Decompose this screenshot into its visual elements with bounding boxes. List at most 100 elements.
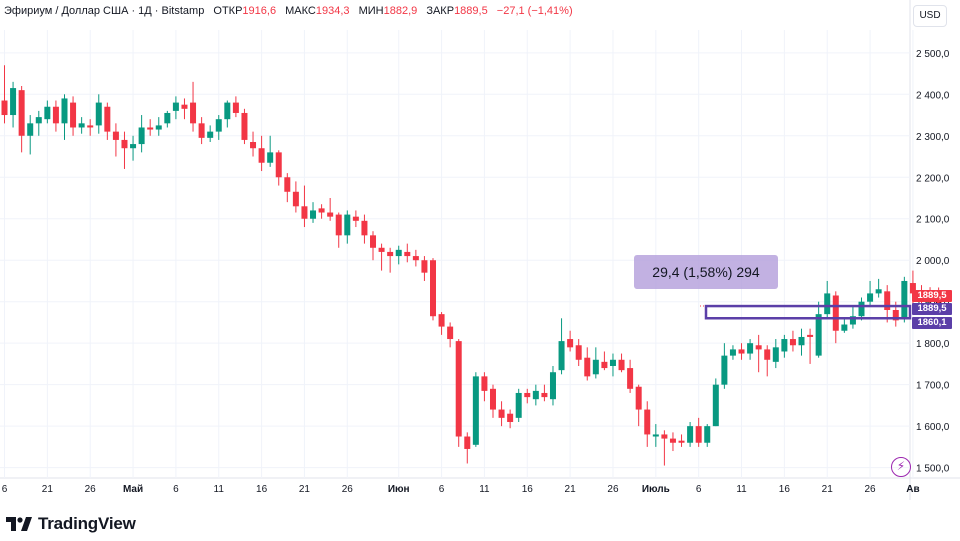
lightning-icon[interactable]: ⚡ bbox=[891, 457, 911, 477]
candle bbox=[95, 94, 102, 134]
candle-body bbox=[438, 314, 445, 327]
candle-body bbox=[764, 349, 771, 360]
candle bbox=[335, 212, 342, 248]
x-tick-label: 26 bbox=[865, 484, 877, 495]
candle bbox=[558, 318, 565, 375]
candle-body bbox=[858, 301, 865, 317]
y-tick-label: 1 500,0 bbox=[916, 464, 950, 475]
open-value: 1916,6 bbox=[242, 5, 277, 17]
candle-body bbox=[824, 293, 831, 315]
y-tick-label: 1 800,0 bbox=[916, 339, 950, 350]
candle-body bbox=[472, 376, 479, 445]
candle bbox=[164, 110, 171, 128]
candle-body bbox=[455, 341, 462, 437]
candle-body bbox=[52, 106, 59, 124]
candle bbox=[858, 297, 865, 321]
measure-bottom-price-tag: 1860,1 bbox=[912, 317, 952, 329]
candle-body bbox=[352, 216, 359, 221]
candle bbox=[618, 353, 625, 373]
candle-body bbox=[421, 260, 428, 273]
candle bbox=[721, 343, 728, 389]
x-tick-label: 21 bbox=[42, 484, 54, 495]
candle-body bbox=[618, 359, 625, 371]
candle bbox=[87, 119, 94, 136]
candle bbox=[78, 117, 85, 134]
candle-body bbox=[224, 102, 231, 120]
candle-body bbox=[430, 260, 436, 317]
x-tick-label: 11 bbox=[479, 484, 490, 495]
y-tick-label: 2 000,0 bbox=[916, 256, 950, 267]
tradingview-logo[interactable]: TradingView bbox=[6, 514, 136, 534]
candle bbox=[52, 100, 59, 132]
candle-body bbox=[464, 436, 471, 449]
candle bbox=[455, 339, 462, 447]
candle bbox=[267, 135, 274, 167]
candle-body bbox=[807, 334, 814, 337]
candle-body bbox=[164, 112, 171, 124]
close-label: ЗАКР bbox=[426, 5, 455, 17]
candle bbox=[241, 108, 248, 145]
candle bbox=[190, 81, 197, 132]
candle-body bbox=[404, 251, 411, 257]
candle bbox=[27, 115, 34, 155]
candle-body bbox=[541, 392, 548, 398]
candle bbox=[430, 258, 436, 321]
candle-body bbox=[232, 102, 239, 113]
candle-body bbox=[447, 326, 454, 340]
last-price-tag: 1889,5 bbox=[912, 290, 952, 302]
candle bbox=[729, 345, 736, 360]
candle bbox=[781, 334, 788, 358]
candle-body bbox=[687, 426, 694, 443]
candle-body bbox=[549, 372, 556, 400]
candle bbox=[472, 372, 479, 447]
candle-body bbox=[524, 392, 531, 398]
candle-body bbox=[147, 127, 154, 130]
candle bbox=[284, 173, 291, 203]
candle-body bbox=[361, 220, 368, 236]
candle-body bbox=[755, 345, 762, 350]
candle-body bbox=[327, 212, 334, 217]
candle-body bbox=[498, 409, 505, 418]
y-tick-label: 2 200,0 bbox=[916, 173, 950, 184]
candle-body bbox=[335, 214, 342, 236]
candle-body bbox=[661, 434, 668, 439]
candle bbox=[181, 98, 188, 120]
y-tick-label: 1 600,0 bbox=[916, 422, 950, 433]
candle bbox=[395, 245, 402, 265]
candle bbox=[121, 131, 128, 169]
candle bbox=[755, 334, 762, 373]
currency-button[interactable]: USD bbox=[913, 5, 947, 27]
candle bbox=[301, 185, 308, 228]
candle-body bbox=[712, 384, 719, 427]
x-tick-label: Ав bbox=[906, 484, 919, 495]
symbol-title[interactable]: Эфириум / Доллар США · 1Д · Bitstamp bbox=[4, 5, 205, 17]
candle bbox=[635, 384, 642, 427]
candle-body bbox=[909, 283, 916, 294]
candle-body bbox=[387, 251, 394, 257]
candle bbox=[361, 214, 368, 244]
candle bbox=[155, 117, 162, 136]
y-axis[interactable]: 2 500,0 2 400,0 2 300,0 2 200,0 2 100,0 2 000… bbox=[916, 49, 950, 475]
candle bbox=[412, 249, 419, 267]
candle bbox=[738, 343, 745, 360]
brand-name: TradingView bbox=[38, 514, 136, 533]
candle bbox=[10, 81, 17, 128]
x-tick-label: 6 bbox=[439, 484, 445, 495]
candle-body bbox=[267, 152, 274, 163]
candle bbox=[592, 347, 599, 379]
candle-body bbox=[704, 426, 711, 443]
candle-body bbox=[318, 208, 325, 213]
candle-body bbox=[95, 102, 102, 126]
candle-body bbox=[832, 295, 839, 331]
y-tick-label: 2 100,0 bbox=[916, 215, 950, 226]
x-tick-label: 21 bbox=[299, 484, 311, 495]
candle bbox=[824, 280, 831, 319]
candle bbox=[669, 432, 676, 452]
candle bbox=[370, 231, 377, 261]
candle bbox=[841, 318, 848, 333]
x-axis[interactable]: 6 21 26 Май 6 11 16 21 26 Июн 6 11 16 21 26 Июль 6 11 16 21… bbox=[2, 484, 920, 495]
candle-body bbox=[27, 123, 34, 136]
low-value: 1882,9 bbox=[383, 5, 418, 17]
candle-body bbox=[515, 392, 522, 418]
